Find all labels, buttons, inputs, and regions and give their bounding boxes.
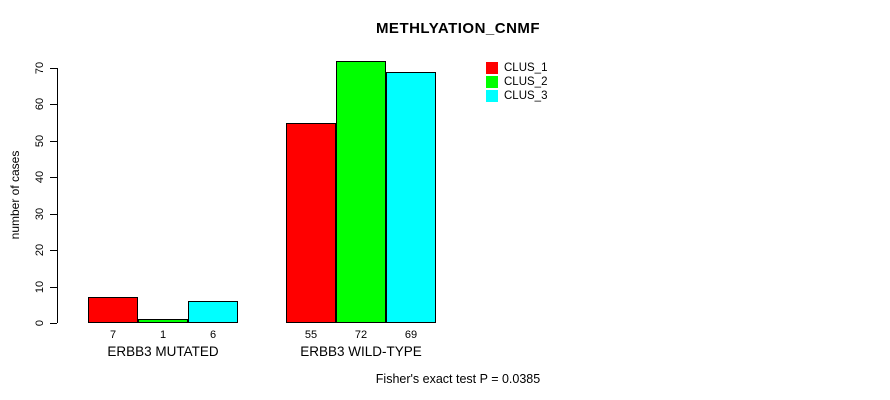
y-axis-tick-label: 20 (34, 244, 46, 257)
y-axis-tick (50, 250, 57, 252)
bar-value-label: 7 (109, 329, 117, 341)
y-axis-tick-label: 40 (34, 171, 46, 184)
bar-value-label: 1 (159, 329, 167, 341)
legend-item-clus_3: CLUS_3 (486, 89, 547, 103)
legend-label: CLUS_1 (504, 62, 548, 74)
y-axis-tick-label: 10 (34, 280, 46, 293)
y-axis-tick-label: 50 (34, 134, 46, 147)
bar-clus-3-erbb3-wild-type (386, 72, 436, 323)
legend-label: CLUS_2 (504, 76, 548, 88)
y-axis-tick-label: 30 (34, 207, 46, 220)
bar-clus-2-erbb3-mutated (138, 319, 188, 323)
y-axis-tick (50, 213, 57, 215)
bar-clus-1-erbb3-wild-type (286, 123, 336, 323)
y-axis-tick-label: 60 (34, 98, 46, 111)
y-axis-title: number of cases (8, 150, 22, 240)
legend: CLUS_1 CLUS_2 CLUS_3 (486, 61, 547, 103)
bar-value-label: 72 (354, 329, 368, 341)
bar-value-label: 55 (304, 329, 318, 341)
legend-item-clus_2: CLUS_2 (486, 75, 547, 89)
y-axis-tick (50, 140, 57, 142)
y-axis-tick (50, 177, 57, 179)
y-axis-tick (50, 104, 57, 106)
legend-swatch-icon (486, 62, 498, 74)
legend-swatch-icon (486, 90, 498, 102)
bar-clus-3-erbb3-mutated (188, 301, 238, 323)
category-label: ERBB3 WILD-TYPE (300, 344, 422, 359)
bar-value-label: 69 (404, 329, 418, 341)
category-label: ERBB3 MUTATED (107, 344, 219, 359)
y-axis-tick-label: 0 (34, 319, 46, 327)
annotation-fisher-test: Fisher's exact test P = 0.0385 (375, 372, 541, 386)
legend-swatch-icon (486, 76, 498, 88)
y-axis-tick (50, 68, 57, 69)
y-axis-tick-label: 70 (34, 61, 46, 75)
bar-clus-2-erbb3-wild-type (336, 61, 386, 323)
legend-label: CLUS_3 (504, 90, 548, 102)
bar-value-label: 6 (209, 329, 217, 341)
y-axis-line (57, 68, 58, 323)
chart-title: METHLYATION_CNMF (375, 20, 541, 37)
y-axis-tick (50, 286, 57, 288)
y-axis-tick (50, 323, 57, 324)
bar-clus-1-erbb3-mutated (88, 297, 138, 323)
legend-item-clus_1: CLUS_1 (486, 61, 547, 75)
